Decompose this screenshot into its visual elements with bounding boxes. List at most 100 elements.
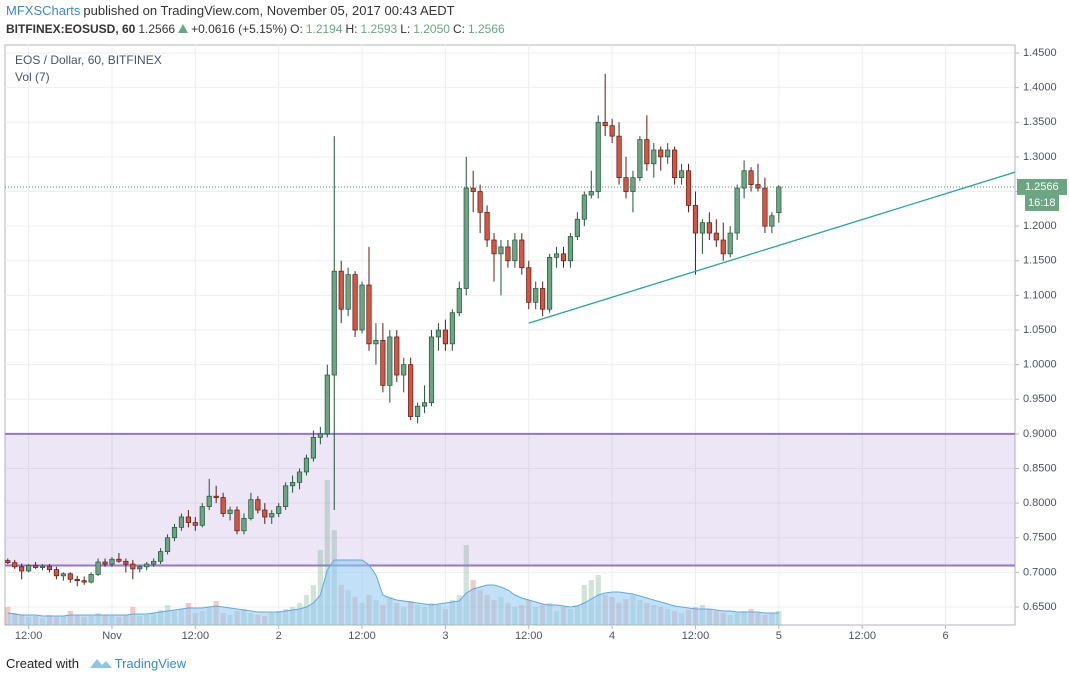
candle-body [373,340,379,345]
c-label: C: [452,22,465,36]
candle-body [463,187,469,289]
symbol-line: BITFINEX:EOSUSD, 60 1.2566 +0.0616 (+5.15%… [6,22,508,36]
candle-body [269,513,275,518]
author[interactable]: MFXSCharts [6,3,81,18]
candle-body [366,284,372,345]
volume-bar [463,545,469,625]
candle-body [95,561,101,575]
candle-body [581,194,587,220]
x-tick-label: 12:00 [15,630,43,642]
x-tick-label: 3 [442,630,448,642]
candle-body [706,222,712,234]
x-tick-label: 5 [776,630,782,642]
candle-body [588,191,594,196]
candle-body [540,288,546,310]
candle-body [158,551,164,562]
candle-body [81,580,87,583]
y-tick-label: 0.6500 [1023,601,1057,613]
footer: Created with TradingView [6,656,186,671]
volume-title: Vol (7) [15,70,50,84]
candle-body [651,149,657,165]
candle-body [144,563,150,568]
l-label: L: [400,22,411,36]
candle-body [352,274,358,331]
trendline [528,171,1015,324]
candle-body [12,562,18,568]
x-tick-label: 4 [609,630,615,642]
candle-body [206,495,212,507]
candle-body [602,121,608,127]
volume-bar [776,611,782,625]
change: +0.0616 (+5.15%) [191,22,288,36]
candle-body [213,495,219,498]
y-tick-label: 0.7500 [1023,532,1057,544]
candle-body [679,170,685,179]
last-price-label: 1.2566 [1025,181,1059,193]
candle-body [442,329,448,345]
y-tick-label: 0.9000 [1023,428,1057,440]
volume-ma-area [7,560,779,625]
y-tick-label: 1.3500 [1023,116,1057,128]
candle-body [415,405,421,417]
candle-body [477,191,483,213]
candle-body [102,561,108,565]
candle-body [567,236,574,262]
candle-body [109,558,115,565]
volume-bar [324,480,330,625]
candle-body [428,336,435,404]
published: published on TradingView.com, November 0… [83,3,455,18]
last-price-tag [1017,178,1067,195]
x-tick-label: 12:00 [515,630,543,642]
close: 1.2566 [467,22,505,36]
o-label: O: [290,22,303,36]
candle-body [276,506,282,514]
candle-body [748,170,754,185]
x-tick-label: 12:00 [182,630,210,642]
candle-body [560,253,567,262]
candle-body [192,522,198,526]
h-label: H: [345,22,358,36]
y-tick-label: 1.2000 [1023,220,1057,232]
candle-body [227,509,233,514]
candle-body [547,256,553,310]
x-tick-label: 12:00 [848,630,876,642]
candle-body [5,560,11,564]
low: 1.2050 [413,22,450,36]
y-tick-label: 0.9500 [1023,393,1057,405]
candle-body [296,471,303,483]
candle-body [665,149,671,158]
x-tick-label: 12:00 [348,630,376,642]
candle-body [595,121,601,192]
candle-body [658,149,664,158]
up-arrow [178,24,189,33]
candle-body [39,565,46,568]
candle-body [727,232,733,255]
candle-body [533,288,539,303]
candle-body [46,565,53,570]
y-tick-label: 1.0500 [1023,324,1057,336]
candle-body [630,177,636,192]
candle-body [303,457,310,473]
candle-body [123,560,129,565]
candle-body [241,518,247,532]
plot [5,73,1015,625]
candle-body [310,436,316,459]
volume-bar [5,607,11,625]
candle-body [734,187,740,234]
candle-body [720,239,726,255]
candle-body [609,125,615,137]
candle-body [553,253,560,258]
candle-body [616,135,622,179]
y-tick-label: 0.8500 [1023,462,1057,474]
candle-body [456,288,462,314]
candle-body [401,364,407,376]
chart: 0.6500 0.7000 0.7500 0.8000 0.8500 0.9000 0.95… [4,44,1067,642]
candle-body [324,374,330,435]
candle-body [60,573,66,577]
candle-body [623,177,629,192]
brand[interactable]: TradingView [114,656,187,671]
candle-body [692,205,699,234]
candle-body [137,566,143,570]
candle-body [220,497,226,514]
